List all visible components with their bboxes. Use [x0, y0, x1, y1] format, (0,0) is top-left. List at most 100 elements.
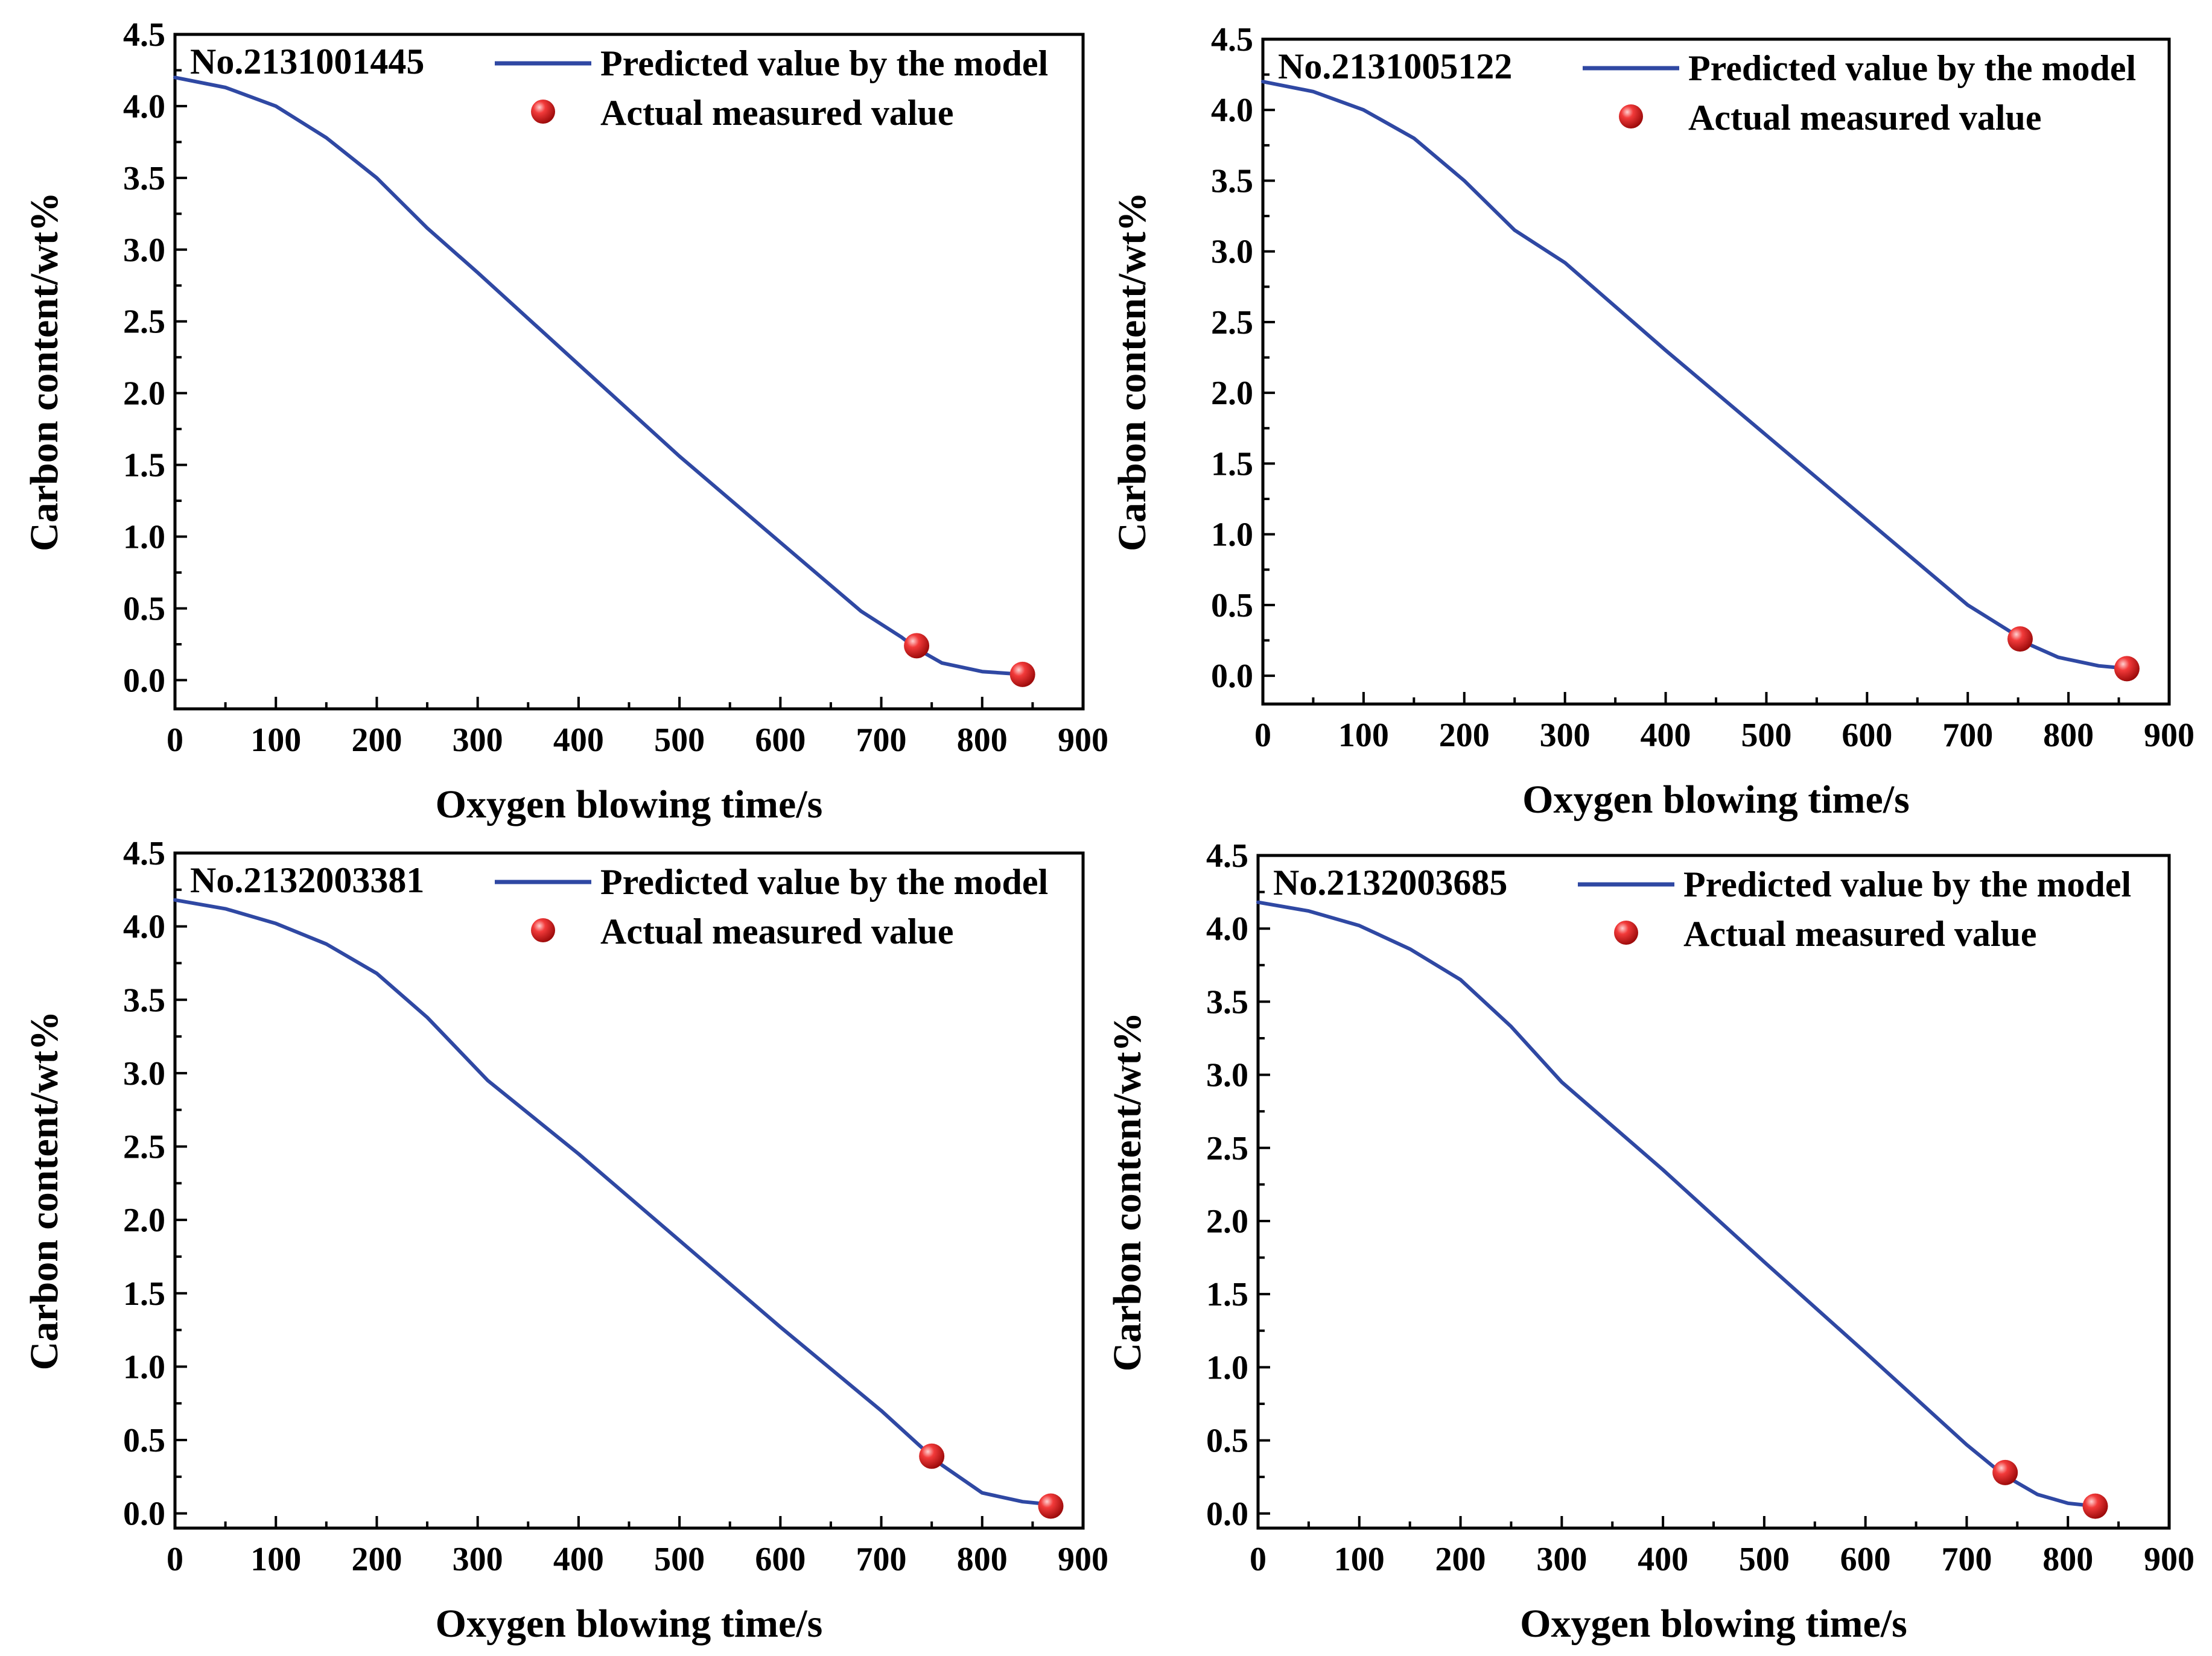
- x-tick-label: 400: [1641, 717, 1691, 754]
- predicted-curve: [1256, 900, 2097, 1508]
- y-tick-label: 1.5: [1211, 445, 1253, 483]
- y-tick-label: 2.0: [1211, 375, 1253, 412]
- x-tick-label: 0: [1250, 1541, 1266, 1578]
- y-tick-label: 3.5: [123, 982, 165, 1019]
- y-tick-label: 1.0: [123, 519, 165, 556]
- x-tick-label: 300: [1536, 1541, 1587, 1578]
- y-tick-label: 4.0: [1206, 910, 1248, 948]
- x-tick-label: 300: [453, 1541, 503, 1578]
- y-tick-label: 1.0: [123, 1348, 165, 1386]
- x-tick-label: 100: [1338, 717, 1389, 754]
- y-axis-label: Carbon content/wt%: [1110, 192, 1154, 551]
- predicted-curve: [173, 75, 1025, 676]
- measured-point: [919, 1443, 945, 1469]
- x-tick-label: 0: [167, 1541, 183, 1578]
- y-tick-label: 0.5: [1211, 587, 1253, 624]
- x-tick-label: 500: [1741, 717, 1791, 754]
- panel-1: 0 100 200 300 400 500 600 700 800 900 0.0 0.5 1.0 1.5…: [22, 16, 1108, 826]
- legend-label-predicted: Predicted value by the model: [1683, 864, 2131, 904]
- y-tick-label: 0.5: [1206, 1423, 1248, 1460]
- y-tick-label: 1.5: [1206, 1276, 1248, 1313]
- x-axis-label: Oxygen blowing time/s: [436, 1602, 823, 1646]
- x-tick-label: 300: [453, 722, 503, 759]
- y-tick-label: 0.0: [1206, 1496, 1248, 1533]
- x-tick-label: 900: [1058, 722, 1108, 759]
- x-tick-label: 100: [1334, 1541, 1385, 1578]
- panel-3: 0 100 200 300 400 500 600 700 800 900 0.0 0.5 1.0 1.5…: [22, 835, 1108, 1646]
- plot-frame: [1256, 854, 2171, 1530]
- x-tick-label: 0: [1254, 717, 1271, 754]
- measured-point: [2114, 656, 2140, 682]
- y-axis-label: Carbon content/wt%: [22, 192, 66, 551]
- y-tick-label: 4.5: [1206, 837, 1248, 875]
- x-tick-label: 400: [1638, 1541, 1688, 1578]
- sample-label: No.2131001445: [190, 42, 424, 81]
- legend-marker-swatch: [1619, 104, 1643, 128]
- y-tick-label: 4.0: [123, 909, 165, 946]
- measured-point: [2082, 1493, 2108, 1519]
- y-tick-label: 0.0: [123, 662, 165, 699]
- x-tick-label: 200: [1435, 1541, 1486, 1578]
- x-tick-label: 800: [2043, 717, 2094, 754]
- x-tick-label: 200: [351, 1541, 402, 1578]
- x-tick-label: 900: [1058, 1541, 1108, 1578]
- y-tick-label: 4.0: [123, 88, 165, 125]
- legend-marker-swatch: [531, 100, 555, 124]
- measured-point: [2007, 626, 2033, 652]
- measured-point: [1038, 1493, 1064, 1519]
- y-tick-label: 3.0: [123, 232, 165, 269]
- sample-label: No.2131005122: [1278, 46, 1512, 86]
- x-tick-label: 700: [1941, 1541, 1992, 1578]
- legend-marker-swatch: [1614, 921, 1638, 945]
- legend-label-actual: Actual measured value: [1683, 914, 2037, 954]
- plot-frame: [1261, 37, 2171, 706]
- y-tick-label: 4.5: [123, 835, 165, 872]
- x-tick-label: 0: [167, 722, 183, 759]
- measured-point: [904, 633, 930, 659]
- y-tick-label: 0.5: [123, 1422, 165, 1459]
- y-tick-label: 2.0: [123, 375, 165, 413]
- y-tick-label: 4.0: [1211, 92, 1253, 129]
- y-tick-label: 1.5: [123, 1275, 165, 1313]
- legend-marker-swatch: [531, 918, 555, 942]
- x-tick-label: 700: [856, 1541, 907, 1578]
- legend-label-predicted: Predicted value by the model: [600, 43, 1048, 83]
- y-tick-label: 4.5: [1211, 21, 1253, 59]
- y-axis-label: Carbon content/wt%: [1105, 1012, 1149, 1372]
- x-tick-label: 200: [351, 722, 402, 759]
- y-tick-label: 0.0: [1211, 658, 1253, 695]
- y-tick-label: 2.5: [123, 1129, 165, 1166]
- y-tick-label: 0.0: [123, 1496, 165, 1533]
- y-tick-label: 3.5: [1206, 983, 1248, 1021]
- x-axis-label: Oxygen blowing time/s: [436, 782, 823, 826]
- x-tick-label: 800: [2042, 1541, 2093, 1578]
- legend-label-predicted: Predicted value by the model: [600, 862, 1048, 902]
- predicted-curve: [1261, 80, 2131, 671]
- x-tick-label: 300: [1540, 717, 1591, 754]
- y-tick-label: 3.0: [1206, 1057, 1248, 1094]
- legend-label-actual: Actual measured value: [600, 912, 954, 951]
- sample-label: No.2132003685: [1273, 863, 1507, 903]
- y-tick-label: 3.5: [1211, 162, 1253, 200]
- y-tick-label: 2.0: [123, 1202, 165, 1239]
- y-tick-label: 2.5: [1211, 304, 1253, 341]
- x-tick-label: 200: [1439, 717, 1490, 754]
- legend-label-actual: Actual measured value: [600, 93, 954, 133]
- x-tick-label: 600: [1840, 1541, 1891, 1578]
- x-tick-label: 600: [755, 1541, 806, 1578]
- sample-label: No.2132003381: [190, 860, 424, 900]
- x-tick-label: 600: [755, 722, 806, 759]
- measured-point: [1992, 1459, 2018, 1485]
- x-tick-label: 600: [1842, 717, 1892, 754]
- y-tick-label: 2.5: [123, 303, 165, 341]
- x-tick-label: 800: [957, 1541, 1008, 1578]
- x-tick-label: 500: [654, 1541, 705, 1578]
- x-tick-label: 500: [654, 722, 705, 759]
- x-tick-label: 100: [250, 1541, 301, 1578]
- x-tick-label: 900: [2144, 1541, 2195, 1578]
- x-tick-label: 900: [2144, 717, 2195, 754]
- y-tick-label: 2.0: [1206, 1203, 1248, 1240]
- y-tick-label: 3.5: [123, 160, 165, 197]
- y-tick-label: 3.0: [1211, 233, 1253, 271]
